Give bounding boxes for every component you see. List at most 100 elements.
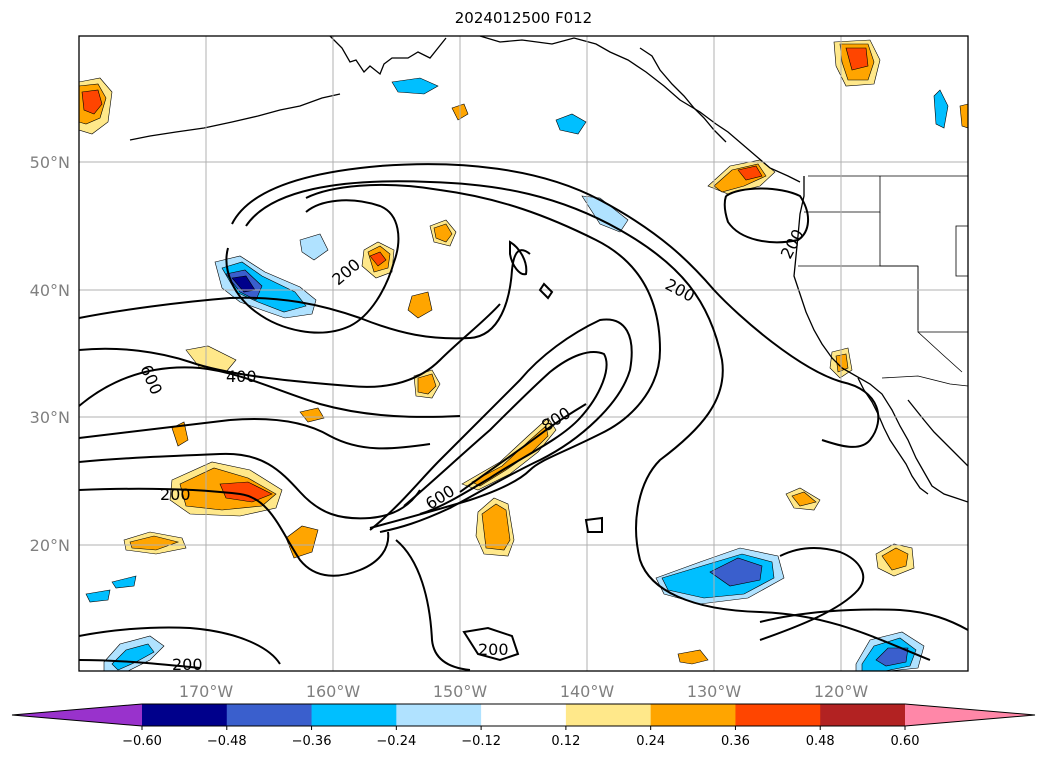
shade-blob [391, 77, 439, 95]
contour-line [245, 180, 931, 661]
contour-line [231, 163, 880, 448]
coastline-baja [857, 377, 929, 495]
shade-blob [171, 421, 189, 447]
shade-blob [677, 649, 709, 665]
colorbar-bin [226, 704, 313, 726]
lat-label: 30°N [30, 408, 70, 427]
contour-label: 200 [172, 655, 203, 674]
contour-label: 200 [160, 485, 191, 504]
shade-blob [461, 417, 557, 491]
shade-blob [111, 643, 155, 671]
contour-line [79, 249, 531, 340]
contour-line [79, 659, 201, 669]
graticule [79, 36, 968, 671]
shade-blob [481, 503, 511, 551]
colorbar-tick-label: −0.36 [292, 734, 332, 749]
border-us-mexico [881, 375, 968, 387]
colorbar-tick-label: −0.12 [461, 734, 501, 749]
shade-blob [835, 353, 849, 373]
latitude-labels: 50°N 40°N 30°N 20°N [30, 153, 70, 555]
coastlines [129, 36, 968, 503]
colorbar-tick-label: 0.60 [891, 734, 920, 749]
colorbar-tick-label: 0.24 [636, 734, 665, 749]
political-borders [798, 175, 968, 387]
lat-label: 40°N [30, 281, 70, 300]
contour-line [79, 626, 281, 665]
colorbar-bin [396, 704, 482, 726]
coastline-aleutians [129, 93, 341, 141]
colorbar-tick-label: −0.60 [122, 734, 162, 749]
border-ut [955, 225, 968, 277]
shade-blob [555, 113, 587, 135]
shade-blob [417, 373, 437, 395]
lon-label: 140°W [560, 682, 615, 701]
shade-blob [129, 535, 180, 551]
colorbar-tick-label: 0.36 [721, 734, 750, 749]
map-frame [78, 35, 969, 672]
lon-label: 130°W [687, 682, 742, 701]
contour-line [79, 452, 421, 520]
shade-blob [709, 557, 763, 587]
shade-blob [933, 89, 949, 129]
lon-label: 150°W [433, 682, 488, 701]
contour-line [403, 351, 608, 515]
contour-line [723, 187, 809, 244]
shade-blob [875, 647, 909, 667]
contour-line [369, 318, 633, 533]
lon-label: 170°W [179, 682, 234, 701]
contour-line [395, 539, 471, 671]
colorbar-bin [650, 704, 736, 726]
contour-line [305, 183, 662, 529]
shade-blob [737, 165, 763, 181]
contour-line [462, 626, 520, 662]
longitude-labels: 170°W 160°W 150°W 140°W 130°W 120°W [179, 682, 869, 701]
lon-label: 160°W [306, 682, 361, 701]
contour-line [584, 516, 603, 533]
coastline-alaska-gulf [479, 36, 801, 183]
colorbar-tick-label: −0.48 [207, 734, 247, 749]
colorbar: −0.60 −0.48 −0.36 −0.24 −0.12 0.12 0.24 0.36 0.4… [11, 703, 1036, 749]
shade-blob [111, 575, 137, 589]
map-title: 2024012500 F012 [454, 9, 593, 27]
coastline-gulf-of-california [907, 399, 968, 467]
contour-line [509, 240, 528, 276]
contour-line [79, 417, 431, 450]
contour-line [79, 366, 461, 418]
colorbar-tick-label: −0.24 [376, 734, 416, 749]
shade-blob [369, 251, 387, 267]
shade-blob [81, 89, 103, 115]
shaded-fields [79, 39, 968, 671]
contour-line [225, 199, 400, 334]
shade-blob [845, 47, 869, 71]
map-background [79, 36, 968, 671]
contour-lines [79, 163, 968, 671]
lat-label: 20°N [30, 536, 70, 555]
colorbar-bin [820, 704, 906, 726]
lat-label: 50°N [30, 153, 70, 172]
colorbar-under-arrow [12, 704, 142, 726]
lon-label: 120°W [814, 682, 869, 701]
contour-line [459, 403, 587, 493]
shade-blob [881, 547, 909, 571]
colorbar-tick-label: 0.12 [551, 734, 580, 749]
contour-line [759, 608, 968, 631]
contour-line [759, 546, 865, 641]
shade-blob [471, 425, 549, 487]
colorbar-over-arrow [905, 704, 1035, 726]
contour-label: 400 [226, 367, 257, 386]
shade-blob [299, 407, 325, 423]
shade-blob [85, 589, 111, 603]
coastline-bc-panhandle [639, 47, 727, 143]
shade-blob [791, 491, 817, 507]
coastline-us-west [793, 176, 968, 503]
colorbar-bin [735, 704, 821, 726]
coastline-alaska-aleutians [329, 36, 447, 76]
border-ca-az [917, 331, 963, 373]
contour-line [538, 282, 554, 300]
shade-blob [959, 103, 968, 129]
shade-blob [299, 233, 329, 261]
colorbar-bin [481, 704, 567, 726]
colorbar-bin [142, 704, 228, 726]
colorbar-bin [311, 704, 397, 726]
